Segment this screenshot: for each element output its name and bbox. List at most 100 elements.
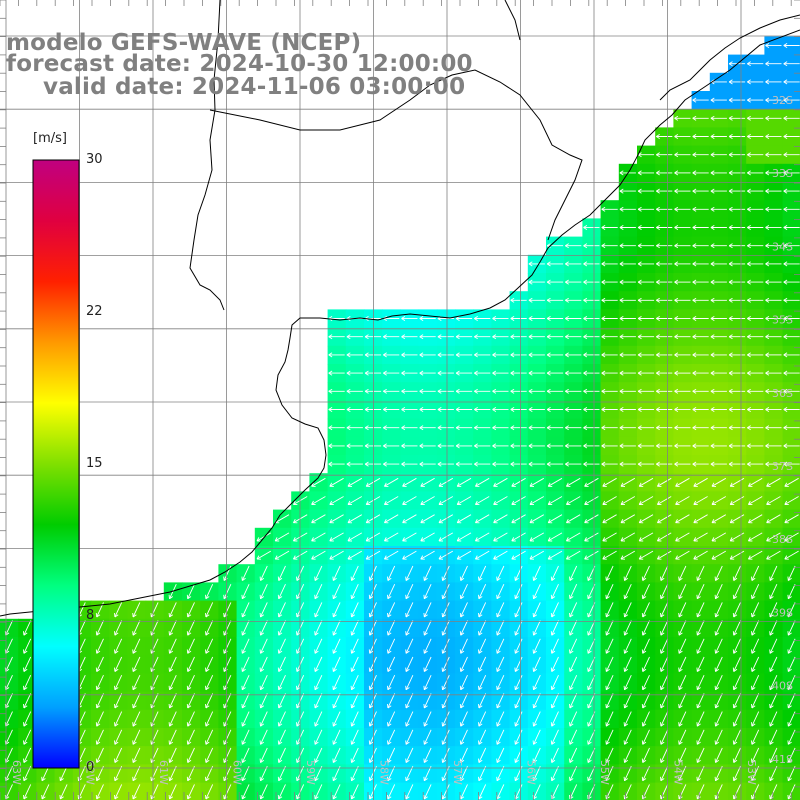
- wind-arrow: [605, 602, 614, 618]
- wind-arrow: [641, 602, 650, 618]
- wind-arrow: [350, 638, 359, 654]
- wind-arrow: [637, 370, 655, 376]
- wind-arrow: [114, 620, 123, 636]
- wind-arrow: [623, 620, 632, 636]
- wind-arrow: [547, 550, 563, 560]
- wind-arrow: [346, 425, 363, 431]
- wind-arrow: [241, 565, 250, 581]
- wind-arrow: [528, 388, 545, 394]
- wind-arrow: [259, 729, 268, 745]
- wind-arrow: [550, 602, 559, 618]
- wind-arrow: [328, 425, 345, 431]
- wind-arrow: [114, 729, 123, 745]
- wind-arrow: [637, 243, 655, 249]
- wind-arrow: [384, 496, 399, 506]
- wind-arrow: [475, 496, 490, 506]
- wind-arrow: [437, 352, 454, 358]
- wind-arrow: [459, 711, 468, 727]
- wind-arrow: [638, 532, 654, 542]
- colorbar: [32, 159, 80, 769]
- wind-arrow: [569, 747, 578, 763]
- lon-label: 56W: [525, 760, 538, 785]
- wind-arrow: [601, 243, 618, 249]
- wind-arrow: [328, 370, 345, 376]
- wind-arrow: [496, 747, 505, 763]
- wind-arrow: [601, 461, 618, 467]
- wind-arrow: [532, 656, 541, 672]
- wind-arrow: [419, 316, 436, 321]
- wind-arrow: [441, 729, 450, 745]
- wind-arrow: [332, 784, 341, 800]
- wind-arrow: [529, 514, 545, 524]
- wind-arrow: [259, 766, 268, 782]
- wind-arrow: [532, 602, 541, 618]
- wind-arrow: [569, 638, 578, 654]
- wind-arrow: [584, 514, 599, 524]
- wind-arrow: [619, 352, 636, 358]
- wind-arrow: [332, 729, 341, 745]
- wind-arrow: [638, 496, 654, 506]
- wind-arrow: [566, 496, 581, 506]
- wind-arrow: [41, 784, 50, 800]
- wind-arrow: [620, 477, 636, 487]
- wind-arrow: [168, 656, 177, 672]
- wind-arrow: [95, 620, 104, 636]
- wind-arrow: [186, 711, 195, 727]
- wind-arrow: [332, 565, 341, 581]
- wind-arrow: [168, 693, 177, 709]
- wind-arrow: [441, 584, 450, 600]
- wind-arrow: [514, 747, 523, 763]
- wind-arrow: [423, 602, 432, 618]
- wind-arrow: [456, 514, 472, 524]
- wind-arrow: [474, 443, 491, 449]
- wind-arrow: [132, 620, 141, 636]
- wind-arrow: [401, 352, 418, 358]
- wind-arrow: [241, 729, 250, 745]
- wind-arrow: [455, 407, 473, 412]
- wind-arrow: [528, 443, 545, 449]
- wind-arrow: [528, 425, 545, 431]
- wind-arrow: [601, 316, 618, 321]
- wind-arrow: [528, 279, 545, 285]
- wind-arrow: [437, 443, 454, 449]
- wind-arrow: [256, 532, 272, 542]
- wind-arrow: [423, 675, 432, 691]
- wind-arrow: [569, 766, 578, 782]
- wind-arrow: [623, 638, 632, 654]
- wind-arrow: [637, 407, 655, 412]
- wind-arrow: [456, 532, 472, 542]
- wind-arrow: [332, 656, 341, 672]
- wind-arrow: [583, 388, 600, 394]
- wind-arrow: [168, 638, 177, 654]
- wind-arrow: [332, 602, 341, 618]
- wind-arrow: [387, 711, 396, 727]
- wind-arrow: [350, 584, 359, 600]
- wind-arrow: [314, 584, 323, 600]
- wind-arrow: [387, 565, 396, 581]
- wind-arrow: [423, 693, 432, 709]
- wind-arrow: [547, 532, 563, 542]
- wind-arrow: [565, 243, 582, 249]
- wind-arrow: [387, 784, 396, 800]
- wind-arrow: [510, 370, 527, 376]
- wind-arrow: [601, 279, 618, 285]
- wind-arrow: [637, 297, 655, 303]
- wind-arrow: [401, 461, 418, 467]
- colorbar-tick: 22: [86, 304, 103, 319]
- wind-arrow: [583, 316, 600, 321]
- wind-arrow: [314, 784, 323, 800]
- wind-arrow: [474, 352, 491, 358]
- wind-arrow: [314, 565, 323, 581]
- wind-arrow: [623, 693, 632, 709]
- wind-arrow: [474, 461, 491, 467]
- wind-arrow: [475, 477, 490, 487]
- wind-arrow: [601, 225, 618, 230]
- wind-arrow: [546, 425, 564, 431]
- wind-arrow: [332, 766, 341, 782]
- wind-arrow: [638, 550, 654, 560]
- wind-arrow: [583, 334, 600, 340]
- lon-label: 61W: [157, 760, 170, 785]
- wind-arrow: [619, 206, 636, 212]
- wind-arrow: [528, 370, 545, 376]
- wind-arrow: [532, 747, 541, 763]
